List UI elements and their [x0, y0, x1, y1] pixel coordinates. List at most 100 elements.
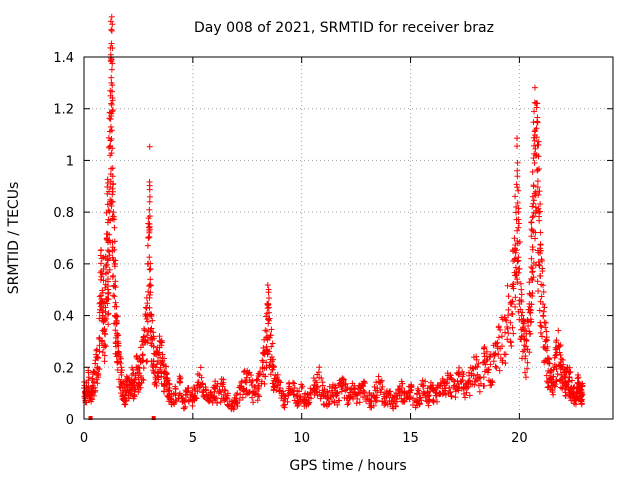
data-point — [111, 224, 118, 231]
data-point — [206, 398, 213, 405]
data-point — [99, 289, 106, 296]
data-point — [295, 401, 302, 408]
data-point — [392, 403, 399, 410]
data-point — [448, 393, 455, 400]
data-point — [374, 387, 381, 394]
data-point — [476, 388, 483, 395]
data-point — [514, 167, 521, 174]
data-point — [135, 389, 142, 396]
data-point — [514, 199, 521, 206]
data-point — [534, 278, 541, 285]
data-point — [494, 339, 501, 346]
data-point — [556, 343, 563, 350]
data-point — [460, 390, 467, 397]
data-point — [541, 319, 548, 326]
data-point — [345, 400, 352, 407]
data-point — [324, 395, 331, 402]
data-point — [105, 289, 112, 296]
data-point — [512, 303, 519, 310]
data-point — [240, 387, 247, 394]
data-point — [217, 389, 224, 396]
data-point — [487, 382, 494, 389]
data-point — [531, 160, 538, 167]
data-point — [97, 276, 104, 283]
data-point — [542, 324, 549, 331]
data-point — [409, 401, 416, 408]
data-point — [102, 343, 109, 350]
data-point — [177, 379, 184, 386]
data-point — [110, 292, 117, 299]
data-point — [535, 191, 542, 198]
data-point — [105, 321, 112, 328]
data-point — [137, 372, 144, 379]
data-point — [173, 397, 180, 404]
data-point — [537, 329, 544, 336]
data-point — [102, 341, 109, 348]
data-point — [529, 268, 536, 275]
data-point — [102, 331, 109, 338]
data-point — [566, 369, 573, 376]
data-point — [552, 352, 559, 359]
data-point — [252, 390, 259, 397]
data-point — [160, 382, 167, 389]
data-point — [528, 255, 535, 262]
data-point — [288, 386, 295, 393]
data-point — [413, 391, 420, 398]
data-point — [224, 402, 231, 409]
x-tick-label: 5 — [189, 431, 197, 446]
data-point — [290, 391, 297, 398]
data-point — [513, 143, 520, 150]
data-point — [107, 18, 114, 25]
data-point — [526, 349, 533, 356]
data-point — [108, 26, 115, 33]
data-point — [416, 394, 423, 401]
data-point — [505, 312, 512, 319]
data-point — [101, 358, 108, 365]
data-point — [325, 401, 332, 408]
x-tick-label: 10 — [293, 431, 310, 446]
data-point — [542, 319, 549, 326]
data-point — [356, 389, 363, 396]
data-point — [101, 352, 108, 359]
data-point — [255, 383, 262, 390]
data-point — [473, 377, 480, 384]
data-point — [119, 380, 126, 387]
data-point — [146, 178, 153, 185]
data-point — [528, 301, 535, 308]
data-point — [249, 394, 256, 401]
data-point — [514, 238, 521, 245]
data-point — [452, 388, 459, 395]
data-point — [109, 188, 116, 195]
data-point — [547, 367, 554, 374]
data-point — [96, 348, 103, 355]
data-point — [447, 372, 454, 379]
data-point — [105, 286, 112, 293]
data-point — [554, 371, 561, 378]
data-point — [540, 308, 547, 315]
data-point — [552, 383, 559, 390]
data-point — [303, 402, 310, 409]
data-point — [185, 397, 192, 404]
data-point — [535, 287, 542, 294]
data-point — [112, 327, 119, 334]
data-point — [242, 391, 249, 398]
data-point — [187, 389, 194, 396]
data-point — [509, 324, 516, 331]
data-point — [433, 392, 440, 399]
data-point — [214, 399, 221, 406]
data-point — [523, 374, 530, 381]
data-point — [140, 377, 147, 384]
data-point — [465, 369, 472, 376]
data-point — [108, 74, 115, 81]
data-point — [537, 208, 544, 215]
data-point — [146, 281, 153, 288]
data-point — [442, 391, 449, 398]
x-tick-label: 0 — [80, 431, 88, 446]
data-point — [508, 300, 515, 307]
data-point — [456, 364, 463, 371]
data-point — [538, 323, 545, 330]
data-point — [112, 261, 119, 268]
data-point — [108, 40, 115, 47]
data-point — [535, 153, 542, 160]
data-point — [513, 181, 520, 188]
